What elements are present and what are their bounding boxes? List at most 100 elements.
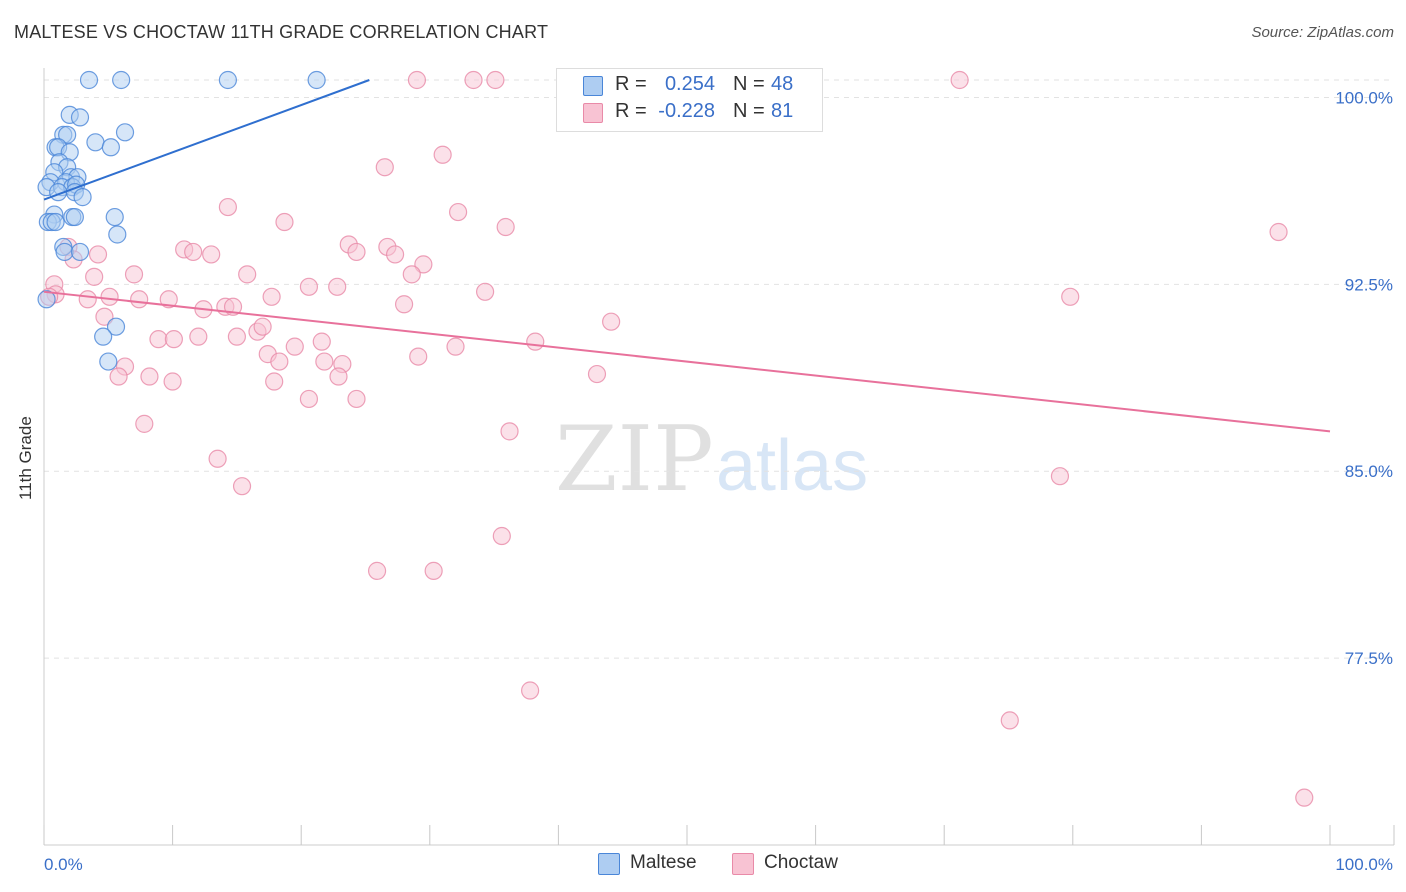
choctaw-point (526, 332, 545, 351)
choctaw-point (414, 255, 433, 274)
choctaw-point (407, 70, 427, 90)
y-tick-labels: 100.0% 92.5% 85.0% 77.5% (1335, 88, 1393, 668)
y-tick-label: 85.0% (1345, 462, 1393, 481)
maltese-point (73, 188, 92, 207)
choctaw-point (329, 367, 348, 386)
choctaw-point (163, 372, 182, 391)
choctaw-point (385, 245, 405, 264)
choctaw-point (208, 449, 227, 468)
choctaw-point (394, 295, 414, 314)
choctaw-point (521, 681, 540, 700)
choctaw-point (202, 245, 221, 264)
maltese-point (58, 125, 77, 144)
legend-swatch-choctaw (732, 853, 754, 875)
choctaw-point (149, 330, 168, 349)
choctaw-stat-row: R = -0.228 N = 81 (557, 100, 822, 126)
choctaw-point (950, 70, 969, 90)
choctaw-point (448, 202, 468, 222)
maltese-n-value: 48 (771, 73, 794, 95)
choctaw-r-label: R = (615, 100, 647, 122)
choctaw-trend-line (43, 290, 1331, 433)
maltese-point (37, 290, 56, 309)
grid-lines (44, 79, 1394, 659)
choctaw-point (270, 352, 289, 371)
choctaw-point (299, 277, 319, 296)
legend-label-maltese: Maltese (630, 852, 697, 873)
maltese-r-value: 0.254 (664, 73, 715, 95)
choctaw-point (433, 145, 452, 164)
choctaw-point (232, 477, 252, 496)
maltese-r-label: R = (615, 73, 647, 95)
maltese-point (108, 225, 127, 244)
maltese-point (218, 70, 237, 90)
choctaw-point (164, 330, 183, 349)
choctaw-point (464, 70, 483, 90)
choctaw-swatch (583, 103, 603, 123)
choctaw-r-value: -0.228 (658, 100, 715, 122)
choctaw-point (347, 242, 366, 262)
maltese-n-label: N = (733, 73, 765, 95)
x-tick-label-left: 0.0% (44, 855, 83, 874)
choctaw-n-value: 81 (771, 100, 794, 122)
maltese-point (106, 317, 126, 336)
choctaw-point (95, 307, 114, 326)
maltese-point (65, 207, 84, 227)
choctaw-point (218, 197, 237, 217)
maltese-point (99, 352, 118, 371)
choctaw-point (486, 70, 505, 90)
choctaw-point (78, 290, 97, 309)
chart-title: MALTESE VS CHOCTAW 11TH GRADE CORRELATIO… (14, 22, 549, 42)
choctaw-point (184, 242, 203, 262)
maltese-point (307, 70, 326, 90)
choctaw-point (189, 327, 208, 346)
choctaw-point (446, 337, 465, 356)
maltese-trend-line (43, 79, 370, 201)
choctaw-point (253, 317, 272, 336)
maltese-point (70, 242, 90, 262)
maltese-point (46, 212, 65, 232)
stats-box: R = 0.254 N = 48 R = -0.228 N = 81 (556, 68, 823, 132)
choctaw-point (285, 337, 304, 356)
choctaw-point (100, 287, 119, 306)
choctaw-point (1061, 287, 1080, 306)
watermark-zip: ZIP (555, 407, 714, 512)
x-ticks (43, 825, 1395, 845)
choctaw-point (299, 389, 319, 409)
choctaw-point (315, 352, 334, 371)
choctaw-point (602, 312, 621, 331)
choctaw-point (587, 364, 607, 384)
choctaw-point (238, 265, 257, 284)
maltese-point (115, 123, 135, 142)
choctaw-point (375, 158, 394, 177)
maltese-point (105, 207, 124, 227)
choctaw-point (424, 561, 443, 580)
y-tick-label: 77.5% (1345, 649, 1393, 668)
choctaw-n-label: N = (733, 100, 765, 122)
maltese-stat-row: R = 0.254 N = 48 (557, 73, 822, 99)
maltese-point (94, 327, 113, 346)
choctaw-point (328, 277, 347, 296)
choctaw-point (130, 290, 149, 309)
maltese-point (55, 242, 74, 262)
y-tick-label: 92.5% (1345, 275, 1393, 294)
choctaw-point (1269, 222, 1288, 242)
y-tick-label: 100.0% (1335, 88, 1393, 107)
choctaw-point (496, 217, 515, 237)
legend-swatch-maltese (598, 853, 620, 875)
choctaw-point (1295, 788, 1314, 807)
choctaw-point (492, 526, 511, 546)
choctaw-point (135, 414, 154, 433)
choctaw-point (140, 367, 159, 386)
choctaw-point (347, 389, 366, 409)
maltese-point (86, 133, 105, 152)
choctaw-point (124, 265, 144, 284)
choctaw-point (1000, 711, 1019, 730)
choctaw-point (227, 327, 246, 346)
maltese-point (79, 70, 99, 90)
watermark-atlas: atlas (716, 426, 868, 506)
choctaw-point (402, 265, 421, 284)
choctaw-point (409, 347, 428, 366)
choctaw-point (500, 422, 519, 441)
choctaw-point (109, 367, 128, 386)
